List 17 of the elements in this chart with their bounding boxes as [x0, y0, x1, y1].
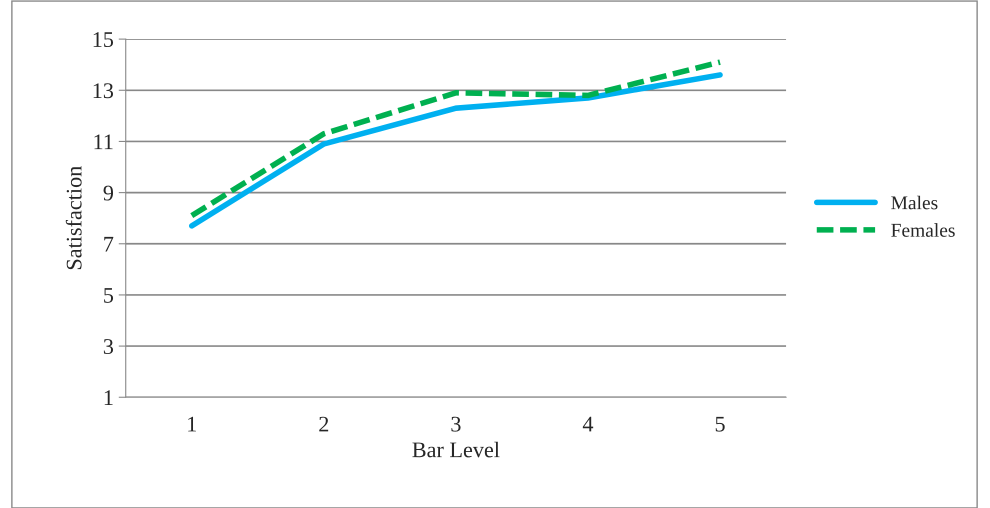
y-tick-label: 13: [94, 83, 114, 98]
y-tick-label: 3: [104, 339, 114, 354]
y-tick-label: 7: [104, 236, 114, 252]
x-tick-label: 5: [716, 416, 725, 432]
y-tick-label: 1: [104, 390, 113, 405]
legend-label: Females: [891, 223, 955, 237]
x-axis-title: Bar Level: [412, 442, 500, 458]
legend-label: Males: [891, 196, 938, 210]
x-tick-label: 1: [188, 416, 196, 432]
x-tick-label: 4: [582, 416, 594, 432]
x-tick-label: 3: [451, 416, 461, 432]
y-tick-label: 15: [94, 32, 114, 48]
y-axis-title: Satisfaction: [66, 166, 82, 270]
x-tick-label: 2: [319, 416, 328, 432]
y-tick-label: 9: [104, 186, 114, 201]
y-tick-label: 5: [104, 288, 114, 303]
y-tick-label: 11: [94, 134, 113, 150]
